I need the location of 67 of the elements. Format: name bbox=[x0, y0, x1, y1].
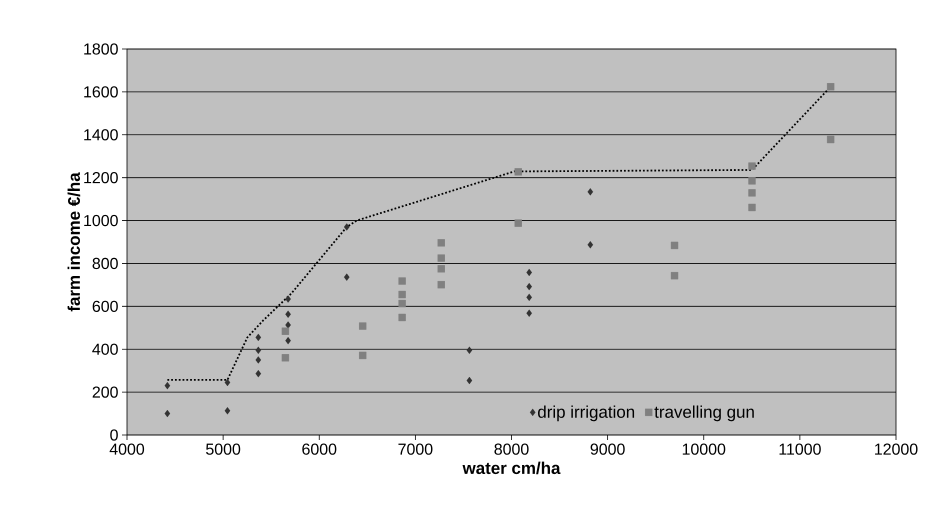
point bbox=[285, 321, 291, 329]
point bbox=[398, 290, 406, 298]
point bbox=[282, 354, 290, 362]
x-tick-label: 6000 bbox=[302, 444, 336, 455]
y-tick-label: 400 bbox=[92, 344, 118, 355]
x-tick-label: 8000 bbox=[494, 444, 529, 455]
point bbox=[255, 334, 262, 342]
point bbox=[588, 188, 594, 196]
point bbox=[526, 282, 532, 290]
point bbox=[526, 309, 532, 317]
point bbox=[285, 336, 291, 344]
point bbox=[514, 219, 522, 227]
point bbox=[164, 382, 170, 390]
point bbox=[826, 136, 834, 144]
x-tick-label: 10000 bbox=[682, 444, 726, 455]
point bbox=[359, 322, 366, 330]
y-tick-label: 1000 bbox=[84, 214, 118, 226]
point bbox=[438, 280, 445, 288]
point bbox=[826, 83, 834, 90]
point bbox=[224, 407, 230, 414]
y-tick-label: 0 bbox=[110, 429, 118, 441]
y-tick-label: 1200 bbox=[84, 172, 118, 184]
point bbox=[344, 223, 350, 231]
point bbox=[670, 272, 678, 280]
x-tick-label: 4000 bbox=[110, 444, 144, 455]
point bbox=[514, 168, 522, 176]
point bbox=[398, 277, 406, 285]
y-tick-label: 600 bbox=[92, 300, 118, 312]
point bbox=[748, 189, 756, 197]
point bbox=[438, 265, 445, 273]
x-tick-label: 7000 bbox=[398, 444, 432, 455]
point bbox=[224, 378, 230, 386]
legend-label: travelling gun bbox=[654, 405, 754, 422]
x-tick-label: 11000 bbox=[780, 444, 821, 455]
y-tick-label: 200 bbox=[92, 386, 118, 398]
point bbox=[748, 177, 756, 185]
point bbox=[438, 239, 445, 247]
x-axis-title: water cm/ha bbox=[462, 462, 561, 474]
y-tick-label: 1600 bbox=[84, 86, 118, 98]
y-tick-label: 800 bbox=[92, 258, 118, 270]
point bbox=[466, 376, 472, 384]
point bbox=[255, 346, 262, 354]
point bbox=[588, 241, 594, 248]
point bbox=[255, 356, 262, 364]
point bbox=[438, 254, 445, 262]
point bbox=[670, 242, 678, 250]
point bbox=[398, 314, 406, 322]
x-tick-label: 9000 bbox=[590, 444, 625, 455]
point bbox=[526, 268, 532, 276]
legend-label: drip irrigation bbox=[538, 405, 634, 422]
point bbox=[466, 346, 472, 354]
point bbox=[282, 328, 290, 335]
x-tick-label: 5000 bbox=[206, 444, 240, 455]
point bbox=[164, 410, 170, 418]
point bbox=[748, 204, 756, 212]
x-tick-label: 12000 bbox=[875, 444, 918, 455]
point bbox=[748, 162, 756, 170]
point bbox=[398, 300, 406, 308]
point bbox=[285, 295, 291, 303]
point bbox=[359, 352, 366, 360]
point bbox=[344, 273, 350, 281]
y-tick-label: 1800 bbox=[84, 43, 118, 55]
point bbox=[526, 294, 532, 302]
point bbox=[255, 370, 262, 378]
y-tick-label: 1400 bbox=[84, 129, 118, 140]
point bbox=[285, 310, 291, 318]
y-axis-title: farm income €/ha bbox=[68, 172, 80, 312]
